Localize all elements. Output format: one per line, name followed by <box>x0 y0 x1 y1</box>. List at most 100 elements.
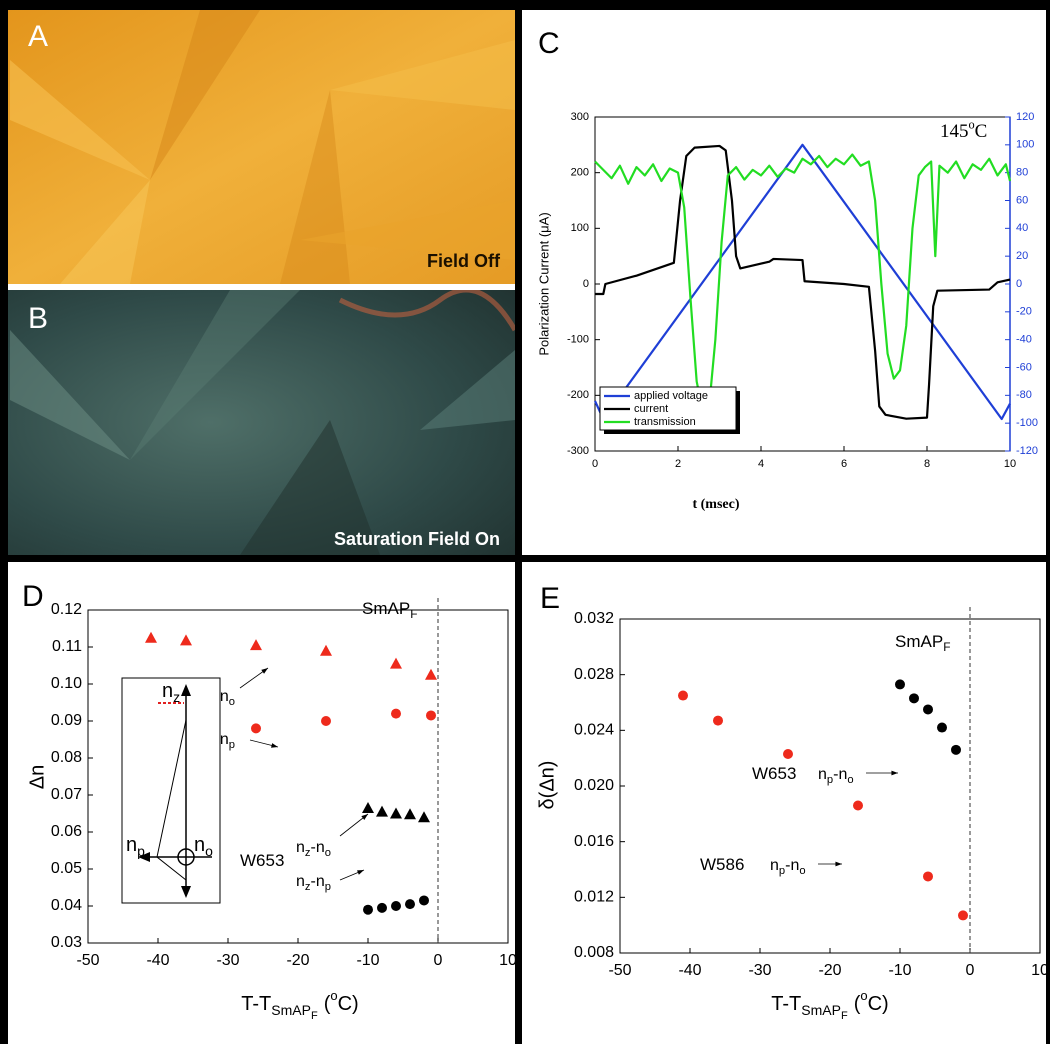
arrow-head <box>361 814 368 820</box>
annotation: SmAPF <box>895 632 950 654</box>
border <box>0 555 1050 562</box>
legend-label: transmission <box>634 416 696 428</box>
y2-tick-label: -40 <box>1016 334 1032 346</box>
y-tick-label: 0.012 <box>574 889 614 906</box>
y-tick-label: 0.03 <box>51 934 82 951</box>
text-part: W586 <box>700 855 744 874</box>
text-part: n <box>296 839 305 856</box>
point <box>426 710 436 721</box>
legend-label: current <box>634 403 668 415</box>
annotation: 145oC <box>940 117 987 142</box>
x-tick-label: 10 <box>1031 962 1049 979</box>
texture <box>338 287 518 332</box>
text-part: ( <box>854 993 861 1015</box>
texture <box>420 350 515 430</box>
text-part: z <box>305 881 311 893</box>
text-part: T-T <box>771 993 801 1015</box>
y-tick-label: 0.06 <box>51 823 82 840</box>
y2-tick-label: -20 <box>1016 306 1032 318</box>
y-tick-label: 0.09 <box>51 712 82 729</box>
border <box>1046 0 1050 1044</box>
text-part: o <box>330 988 337 1003</box>
y2-tick-label: 60 <box>1016 194 1028 206</box>
text-part: C <box>975 121 988 142</box>
text-part: -n <box>311 839 325 856</box>
text-part: n <box>194 834 205 856</box>
panel-label: C <box>538 27 560 60</box>
point <box>909 693 919 704</box>
inset-label: np <box>126 834 145 858</box>
text-part: 145 <box>940 121 969 142</box>
y-axis-label: δ(Δn) <box>536 761 558 810</box>
x-tick-label: -40 <box>678 962 701 979</box>
inset-circle <box>177 848 195 866</box>
series-label: nz-no <box>296 839 331 859</box>
text-part: p <box>827 774 833 786</box>
point <box>404 808 416 820</box>
text-part: SmAP <box>362 599 410 618</box>
texture <box>130 290 300 460</box>
inset-arrow-head <box>181 684 191 696</box>
x-tick-label: 10 <box>499 952 517 969</box>
x-axis-label: t (msec) <box>692 497 739 512</box>
x-tick-label: 0 <box>434 952 443 969</box>
x-tick-label: -30 <box>216 952 239 969</box>
photo-caption: Field Off <box>427 251 501 271</box>
y2-tick-label: -60 <box>1016 361 1032 373</box>
x-tick-label: 2 <box>675 458 681 470</box>
series-line <box>594 153 1012 414</box>
y-tick-label: 0.04 <box>51 897 82 914</box>
series-label: nz-np <box>296 873 331 893</box>
texture <box>10 60 150 180</box>
point <box>250 639 262 651</box>
arrow-head <box>357 870 364 875</box>
text-part: -n <box>833 766 847 783</box>
border <box>515 0 522 1044</box>
point <box>376 805 388 817</box>
y-tick-label: 300 <box>571 111 589 123</box>
y-tick-label: -100 <box>567 334 589 346</box>
inset-label: nz <box>162 680 180 704</box>
text-part: F <box>943 640 950 654</box>
x-tick-label: -50 <box>76 952 99 969</box>
point <box>251 723 261 734</box>
text-part: -n <box>785 857 799 874</box>
point <box>363 904 373 915</box>
x-tick-label: -20 <box>818 962 841 979</box>
y-tick-label: 0.020 <box>574 777 614 794</box>
y2-tick-label: 80 <box>1016 167 1028 179</box>
y-tick-label: 0.11 <box>52 638 82 655</box>
inset-arrow-head <box>138 852 150 862</box>
series-label: np-no <box>818 766 854 786</box>
text-part: W653 <box>752 764 796 783</box>
arrow-head <box>835 861 842 867</box>
inset-arrow-head <box>181 886 191 898</box>
text-part: o <box>799 865 805 877</box>
photo-caption: Saturation Field On <box>334 529 500 549</box>
panel-label: E <box>540 582 560 615</box>
y-tick-label: 0.08 <box>51 749 82 766</box>
x-axis-label: T-TSmAPF (oC) <box>771 988 888 1021</box>
point <box>419 895 429 906</box>
text-part: F <box>410 607 417 621</box>
text-part: C) <box>338 993 359 1015</box>
text-part: F <box>311 1010 318 1022</box>
y2-tick-label: 40 <box>1016 222 1028 234</box>
point <box>678 690 688 701</box>
point <box>391 708 401 719</box>
text-part: -n <box>311 873 325 890</box>
arrow-head <box>261 668 268 674</box>
texture <box>10 330 130 460</box>
x-tick-label: 6 <box>841 458 847 470</box>
y-tick-label: 200 <box>571 167 589 179</box>
series-label: np-no <box>770 857 806 877</box>
y2-tick-label: 0 <box>1016 278 1022 290</box>
y-axis-label: Δn <box>26 765 48 789</box>
photo-b: B Saturation Field On <box>8 287 518 555</box>
text-part: n <box>296 873 305 890</box>
y-tick-label: 0.10 <box>51 675 82 692</box>
y-tick-label: 0.12 <box>51 601 82 618</box>
y-tick-label: 0 <box>583 278 589 290</box>
point <box>321 716 331 726</box>
